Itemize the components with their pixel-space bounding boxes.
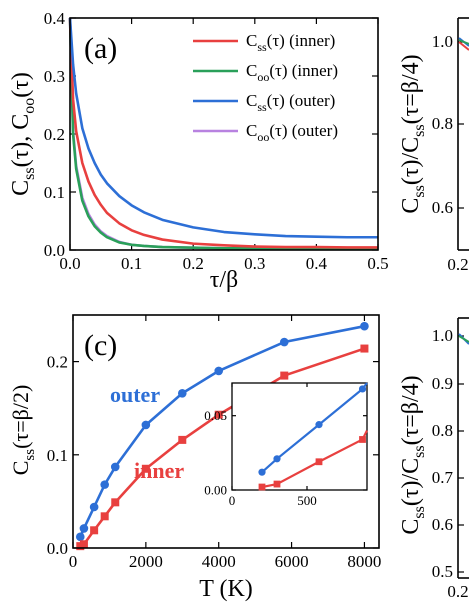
data-point-inner [141,464,150,473]
panel-c-inner-label: inner [134,458,184,483]
panel-b-ytick: 0.6 [432,198,453,217]
panel-c-xtick-label: 4000 [202,552,236,571]
panel-b-curve-stubs [458,37,469,51]
data-point-inner [178,435,187,444]
legend-entry: Css(τ) (outer) [246,91,335,114]
panel-b-ticks: 1.0 0.8 0.6 0.2 [432,32,469,274]
data-point-outer [110,462,120,472]
legend-entry: Css(τ) (inner) [246,31,335,54]
inset-xtick-label: 0 [229,493,236,508]
inset-frame [231,382,368,491]
panel-d-ylabel: Css(τ)/Css(τ=β/4) [398,375,428,534]
panel-a-ytick-label: 0.2 [44,125,65,144]
panel-d-partial: 1.0 0.9 0.8 0.7 0.6 0.5 0.2 Css(τ)/Css(τ… [398,317,469,601]
panel-a-label: (a) [84,32,117,65]
panel-a-ylabel: Css(τ), Coo(τ) [8,72,38,196]
panel-a-legend: Css(τ) (inner) Coo(τ) (inner) Css(τ) (oute… [193,31,338,144]
panel-c-xlabel: T (K) [199,576,253,602]
panel-c-ytick-label: 0.2 [47,353,68,372]
data-point-inner [214,410,223,419]
data-point-outer [360,321,369,331]
panel-a-xtick-label: 0.5 [367,254,388,273]
panel-d-ytick: 0.7 [432,468,454,487]
data-point-outer [75,532,85,542]
panel-c-curves [75,321,369,551]
panel-c-ytick-label: 0.0 [47,539,68,558]
panel-d-ticks: 1.0 0.9 0.8 0.7 0.6 0.5 0.2 [432,326,469,601]
inset-point-outer [273,455,281,463]
panel-c-ytick-label: 0.1 [47,446,68,465]
panel-a-ytick-label: 0.4 [44,9,66,28]
legend-entry: Coo(τ) (outer) [246,121,338,144]
data-point-outer [214,366,224,376]
panel-a-ytick-label: 0.3 [44,67,65,86]
inset-point-inner [315,458,323,466]
panel-b-xtick: 0.2 [447,255,468,274]
inset-point-inner [258,483,266,491]
inset-point-inner [273,480,281,488]
data-point-inner [79,540,88,549]
panel-d-ytick: 1.0 [432,326,453,345]
inset-ticks: 0 500 0.00 0.05 [204,383,367,508]
data-point-outer [279,337,289,347]
data-point-outer [141,420,151,430]
data-point-inner [100,512,109,521]
panel-b-ytick: 1.0 [432,32,453,51]
panel-d-ytick: 0.9 [432,374,453,393]
inset-ytick-label: 0.00 [204,483,227,498]
data-point-inner [111,498,120,507]
panel-c-ylabel: Css(τ=β/2) [8,385,38,476]
panel-c-xtick-label: 0 [69,552,78,571]
panel-d-ytick: 0.5 [432,562,453,581]
inset-curves [258,382,368,491]
panel-c-ticks: 0 2000 4000 6000 8000 0.0 0.1 0.2 [47,315,381,571]
panel-a: 0.0 0.1 0.2 0.3 0.4 0.5 0.0 0.1 0.2 0.3 0.4 (a) Cs… [8,9,389,293]
panel-a-curves [68,17,378,250]
data-point-inner [280,371,289,380]
panel-c-inset: 0 500 0.00 0.05 [204,382,368,508]
panel-c-outer-label: outer [110,382,160,407]
panel-a-xlabel: τ/β [210,267,239,293]
inset-point-inner [359,436,366,443]
legend-entry: Coo(τ) (inner) [246,61,338,84]
panel-b-partial: 1.0 0.8 0.6 0.2 Css(τ)/Css(τ=β/4) [398,17,469,274]
panel-c-label: (c) [84,329,117,362]
data-point-outer [100,480,109,489]
panel-d-xtick: 0.2 [447,582,468,601]
panel-d-ytick: 0.6 [432,515,453,534]
panel-b-ylabel: Css(τ)/Css(τ=β/4) [398,54,428,213]
inset-point-outer [258,468,266,476]
series-line-outer [79,324,365,538]
series-line-ss-inner [68,17,378,249]
panel-a-xtick-label: 0.3 [244,254,265,273]
panel-b-ytick: 0.8 [432,114,453,133]
inset-point-outer [315,421,323,429]
panel-a-ytick-label: 0.1 [44,183,65,202]
panel-a-xtick-label: 0.1 [121,254,142,273]
data-point-inner [90,526,99,535]
panel-a-xtick-label: 0.2 [183,254,204,273]
series-line-ss-outer [68,17,378,239]
panel-c: 0 2000 4000 6000 8000 0.0 0.1 0.2 (c) outer inn… [8,314,381,602]
panel-c-xtick-label: 6000 [275,552,309,571]
panel-c-xtick-label: 2000 [129,552,163,571]
inset-ytick-label: 0.05 [204,408,227,423]
data-point-outer [177,388,187,398]
data-point-outer [89,502,99,512]
panel-a-frame [69,17,379,251]
inset-xtick-label: 500 [297,493,317,508]
data-point-inner [360,344,369,353]
data-point-outer [79,524,89,533]
inset-point-outer [358,385,367,393]
panel-a-xtick-label: 0.4 [306,254,328,273]
panel-c-xtick-label: 8000 [347,552,381,571]
panel-d-curve-stubs [458,333,469,345]
panel-a-ytick-label: 0.0 [44,241,65,260]
series-line-oo-inner [68,17,378,250]
panel-a-xtick-label: 0.0 [59,254,80,273]
panel-c-frame [72,314,380,549]
panel-d-ytick: 0.8 [432,421,453,440]
